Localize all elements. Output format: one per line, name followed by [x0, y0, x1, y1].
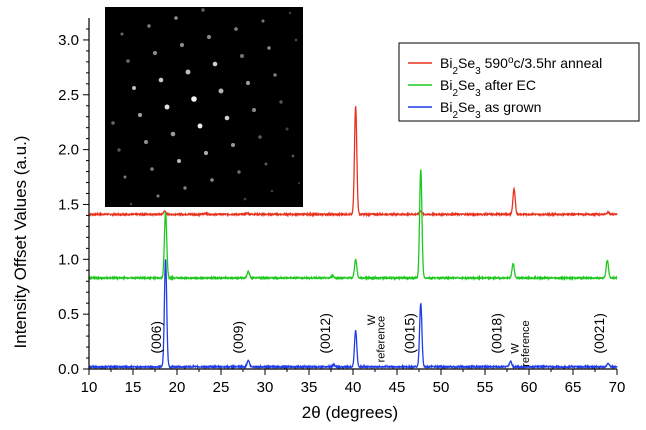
- y-tick-label: 2.5: [58, 87, 79, 104]
- diffraction-spot: [150, 167, 154, 171]
- x-tick-label: 35: [301, 379, 318, 396]
- series-line-2: [88, 259, 618, 370]
- y-tick-label: 1.0: [58, 251, 79, 268]
- y-tick-label: 0.5: [58, 306, 79, 323]
- diffraction-spot: [294, 38, 298, 42]
- legend-entry: Bi2Se3 590oc/3.5hr anneal: [440, 55, 602, 77]
- y-tick-label: 2.0: [58, 142, 79, 159]
- diffraction-spot: [288, 11, 292, 15]
- diffraction-spot: [185, 69, 191, 75]
- peak-annotation: (0012): [317, 313, 333, 353]
- x-tick-label: 20: [169, 379, 186, 396]
- diffraction-spot: [152, 50, 158, 56]
- diffraction-spot: [267, 46, 271, 50]
- diffraction-spot: [218, 88, 224, 94]
- diffraction-spot: [111, 121, 115, 125]
- diffraction-spot: [131, 85, 137, 91]
- diffraction-spot: [201, 8, 205, 12]
- diffraction-spot: [237, 170, 241, 174]
- diffraction-spot: [143, 139, 149, 145]
- peak-annotation: (009): [230, 321, 246, 354]
- diffraction-spot: [291, 154, 295, 158]
- diffraction-spot: [176, 158, 182, 164]
- reference-annotation: reference: [520, 320, 532, 366]
- reference-annotation: W: [509, 343, 521, 354]
- diffraction-spot: [123, 175, 127, 179]
- x-axis-title: 2θ (degrees): [302, 403, 398, 422]
- diffraction-spot: [230, 142, 236, 148]
- diffraction-spot: [273, 73, 277, 77]
- x-tick-label: 10: [81, 379, 98, 396]
- y-tick-label: 1.5: [58, 196, 79, 213]
- diffraction-spot: [164, 104, 170, 110]
- diffraction-spot: [261, 19, 265, 23]
- diffraction-spot: [297, 181, 301, 185]
- diffraction-spot: [156, 194, 160, 198]
- diffraction-spot: [206, 34, 212, 40]
- peak-annotation: (006): [148, 321, 164, 354]
- diffraction-spot: [174, 16, 178, 20]
- diffraction-spot: [197, 123, 203, 129]
- diffraction-spot: [120, 32, 124, 36]
- reference-annotation: W: [366, 314, 378, 325]
- diffraction-spot: [137, 112, 143, 118]
- y-axis-title: Intensity Offset Values (a.u.): [11, 136, 30, 349]
- series-line-1: [88, 169, 618, 282]
- peak-annotation: (0015): [402, 313, 418, 353]
- diffraction-spot: [210, 178, 214, 182]
- reference-annotation: reference: [376, 316, 388, 362]
- series-line-0: [88, 106, 618, 218]
- diffraction-spot: [179, 42, 185, 48]
- x-tick-label: 30: [257, 379, 274, 396]
- x-tick-label: 60: [521, 379, 538, 396]
- x-tick-label: 45: [389, 379, 406, 396]
- diffraction-spot: [183, 186, 187, 190]
- x-tick-label: 70: [609, 379, 626, 396]
- plot-area: [88, 106, 618, 370]
- peak-annotation: (0021): [591, 313, 607, 353]
- peak-annotation: (0018): [489, 313, 505, 353]
- diffraction-spot: [203, 150, 209, 156]
- diffraction-spot: [285, 127, 289, 131]
- diffraction-spot: [117, 148, 121, 152]
- y-tick-label: 3.0: [58, 32, 79, 49]
- diffraction-spot: [170, 131, 176, 137]
- diffraction-spot: [212, 61, 218, 67]
- legend-box: [398, 42, 640, 122]
- diffraction-spot: [270, 189, 274, 193]
- diffraction-spot: [191, 96, 197, 102]
- diffraction-spot: [264, 162, 268, 166]
- x-tick-label: 15: [125, 379, 142, 396]
- x-tick-label: 25: [213, 379, 230, 396]
- diffraction-spot: [243, 197, 247, 201]
- diffraction-spot: [126, 59, 130, 63]
- axes: 10 15 20 25 30 35 40 45 50 55 60 65 70 0.0 0.5 1.0 1.5 2.…: [58, 18, 625, 396]
- x-tick-label: 65: [565, 379, 582, 396]
- diffraction-spot: [234, 27, 238, 31]
- diffraction-spot: [147, 24, 151, 28]
- legend-entry: Bi2Se3 after EC: [440, 77, 536, 99]
- diffraction-spot: [129, 202, 133, 206]
- x-tick-label: 40: [345, 379, 362, 396]
- diffraction-spot: [258, 135, 262, 139]
- diffraction-inset-image: [105, 7, 303, 207]
- diffraction-spot: [245, 80, 251, 86]
- diffraction-spot: [279, 100, 283, 104]
- diffraction-spot: [251, 107, 257, 113]
- inset-background: [105, 7, 303, 207]
- x-tick-label: 50: [433, 379, 450, 396]
- diffraction-spot: [158, 77, 164, 83]
- legend-entry: Bi2Se3 as grown: [440, 99, 541, 121]
- x-tick-label: 55: [477, 379, 494, 396]
- diffraction-spot: [224, 115, 230, 121]
- y-tick-label: 0.0: [58, 361, 79, 378]
- diffraction-spot: [239, 53, 245, 59]
